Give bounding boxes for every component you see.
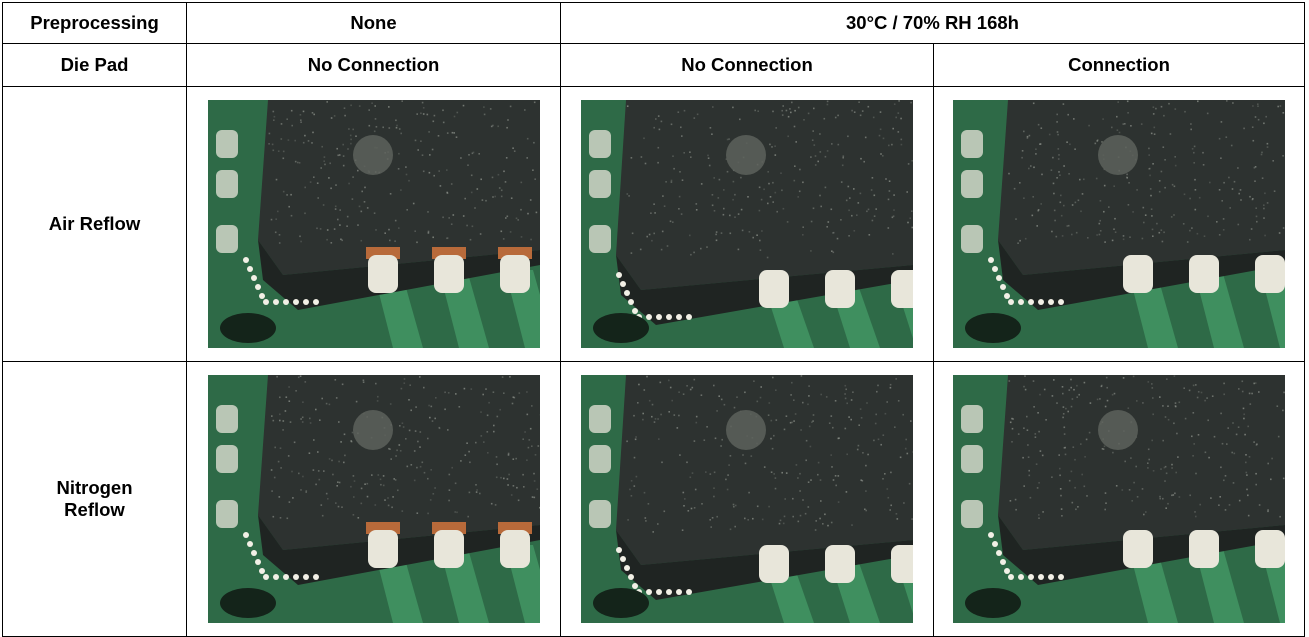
photo-air-none-no-connection — [208, 100, 540, 348]
cell-photo — [187, 362, 561, 637]
row-label-nitrogen-reflow: Nitrogen Reflow — [3, 362, 187, 637]
cell-photo — [934, 362, 1305, 637]
photo-n2-humid-no-connection — [581, 375, 913, 623]
row-label-air-reflow: Air Reflow — [3, 87, 187, 362]
row-air-reflow: Air Reflow — [3, 87, 1305, 362]
cell-photo — [187, 87, 561, 362]
cell-photo — [934, 87, 1305, 362]
header-no-connection-2: No Connection — [561, 44, 934, 87]
photo-n2-none-no-connection — [208, 375, 540, 623]
cell-photo — [561, 362, 934, 637]
row-nitrogen-reflow: Nitrogen Reflow — [3, 362, 1305, 637]
photo-air-humid-no-connection — [581, 100, 913, 348]
header-condition: 30°C / 70% RH 168h — [561, 3, 1305, 44]
header-connection: Connection — [934, 44, 1305, 87]
header-none: None — [187, 3, 561, 44]
header-no-connection-1: No Connection — [187, 44, 561, 87]
photo-air-humid-connection — [953, 100, 1285, 348]
header-row-2: Die Pad No Connection No Connection Conn… — [3, 44, 1305, 87]
header-preprocessing: Preprocessing — [3, 3, 187, 44]
photo-n2-humid-connection — [953, 375, 1285, 623]
header-row-1: Preprocessing None 30°C / 70% RH 168h — [3, 3, 1305, 44]
cell-photo — [561, 87, 934, 362]
header-die-pad: Die Pad — [3, 44, 187, 87]
